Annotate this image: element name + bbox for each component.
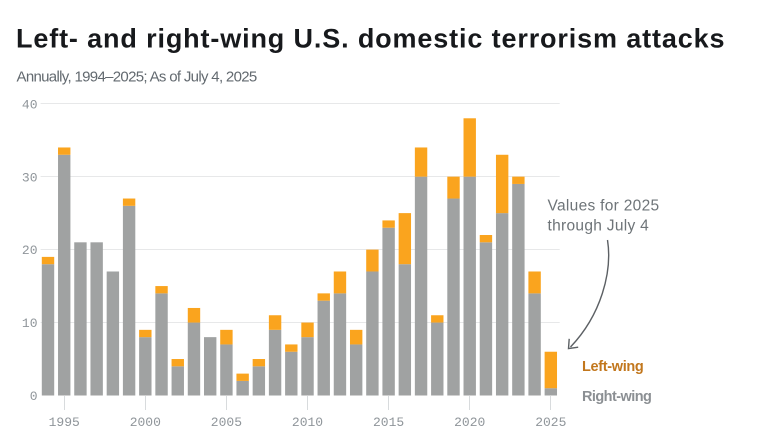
svg-text:Left-wing: Left-wing	[582, 359, 643, 375]
svg-text:Annually, 1994–2025; As of Jul: Annually, 1994–2025; As of July 4, 2025	[17, 69, 257, 86]
svg-text:2020: 2020	[454, 415, 485, 430]
svg-text:2000: 2000	[130, 415, 161, 430]
svg-text:20: 20	[22, 243, 38, 258]
svg-text:2025: 2025	[535, 415, 566, 430]
svg-text:2010: 2010	[292, 415, 323, 430]
svg-text:40: 40	[22, 97, 38, 112]
svg-text:1995: 1995	[49, 415, 80, 430]
svg-text:0: 0	[30, 389, 38, 404]
svg-text:2015: 2015	[373, 415, 404, 430]
svg-text:2005: 2005	[211, 415, 242, 430]
svg-text:through July 4: through July 4	[548, 218, 650, 235]
svg-text:30: 30	[22, 170, 38, 185]
svg-text:10: 10	[22, 316, 38, 331]
svg-text:Right-wing: Right-wing	[582, 389, 651, 405]
svg-text:Left- and right-wing U.S. dome: Left- and right-wing U.S. domestic terro…	[16, 24, 725, 54]
svg-text:Values for 2025: Values for 2025	[548, 198, 660, 215]
